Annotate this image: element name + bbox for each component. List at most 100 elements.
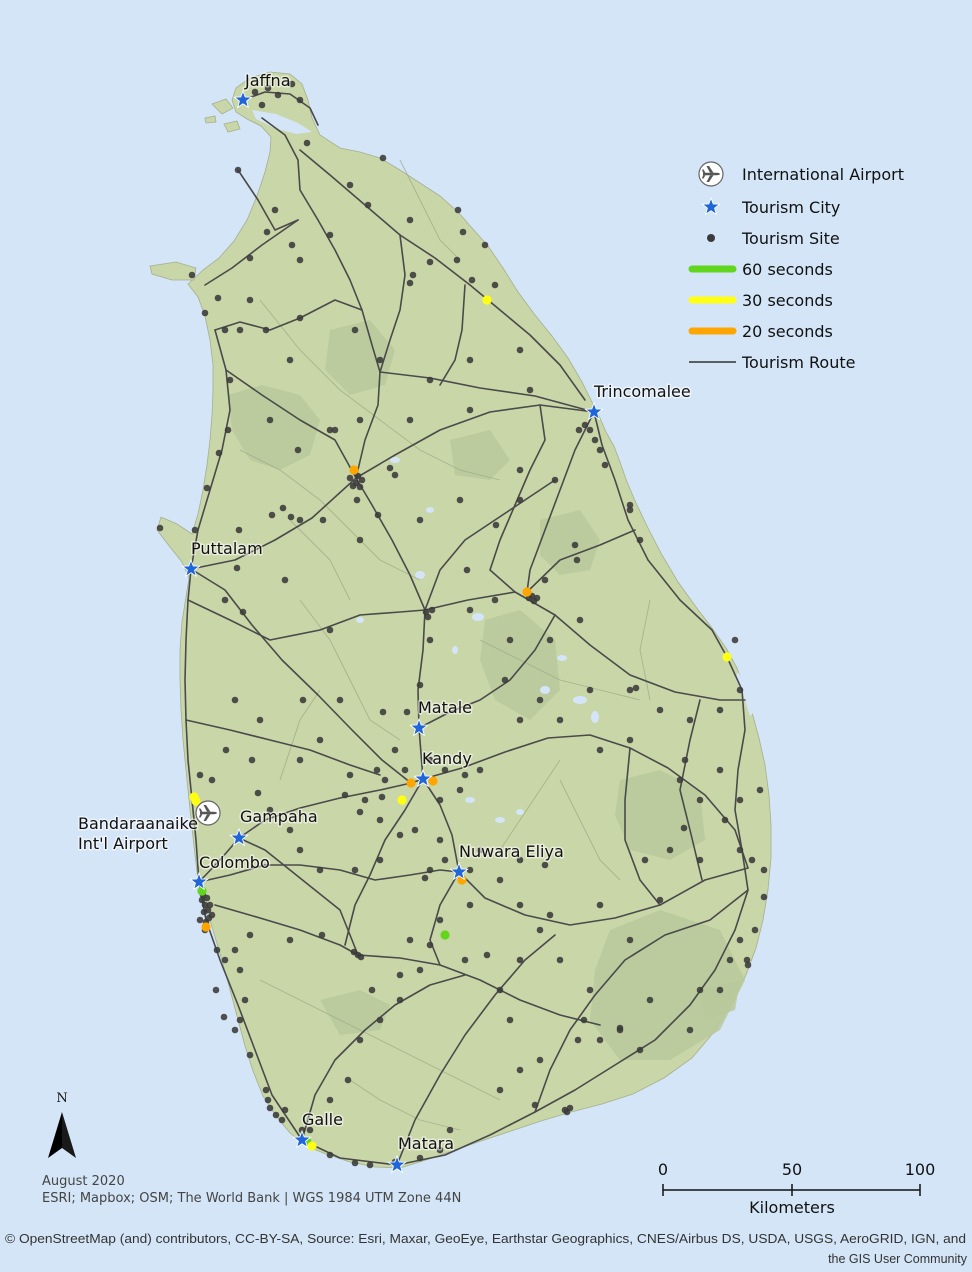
tourism-site-dot bbox=[556, 956, 564, 964]
tourism-site-dot bbox=[351, 1159, 359, 1167]
tourism-route bbox=[424, 591, 746, 701]
tourism-site-dot bbox=[356, 536, 364, 544]
tourism-site-dot bbox=[416, 516, 424, 524]
legend-item-tourism-city: Tourism City bbox=[701, 197, 840, 217]
tourism-site-dot bbox=[201, 309, 209, 317]
city-marker-gampaha: Gampaha bbox=[229, 806, 319, 846]
tourism-site-dot bbox=[341, 791, 349, 799]
tourism-site-dot bbox=[196, 916, 204, 924]
tourism-site-dot bbox=[406, 216, 414, 224]
tourism-site-dot bbox=[188, 271, 196, 279]
tourism-site-dot bbox=[686, 716, 694, 724]
city-marker-matara: Matara bbox=[387, 1133, 456, 1173]
tourism-site-dot bbox=[426, 636, 434, 644]
tourism-site-dot bbox=[203, 484, 211, 492]
tourism-site-dot bbox=[236, 966, 244, 974]
tourism-site-dot bbox=[736, 846, 744, 854]
tourism-site-dot bbox=[258, 101, 266, 109]
legend-item-international-airport: International Airport bbox=[698, 161, 904, 187]
tourism-site-dot bbox=[268, 511, 276, 519]
tourism-site-dot bbox=[721, 816, 729, 824]
tourism-site-dot bbox=[279, 504, 287, 512]
tourism-route bbox=[379, 234, 406, 373]
tourism-route bbox=[237, 169, 299, 231]
city-label-trincomalee: Trincomalee bbox=[593, 382, 691, 401]
tourism-site-dot bbox=[262, 326, 270, 334]
tourism-site-dot bbox=[406, 416, 414, 424]
tourism-site-dot bbox=[563, 1108, 571, 1116]
tourism-site-dot bbox=[336, 696, 344, 704]
tourism-route bbox=[396, 411, 749, 1166]
tourism-site-dot bbox=[726, 956, 734, 964]
site-dot-20-seconds bbox=[522, 587, 532, 597]
tourism-site-dot bbox=[646, 996, 654, 1004]
tourism-site-dot bbox=[626, 936, 634, 944]
mannar-island bbox=[149, 261, 197, 281]
tourism-site-dot bbox=[424, 613, 432, 621]
scale-tick-label: 50 bbox=[782, 1160, 802, 1179]
tourism-site-dot bbox=[491, 596, 499, 604]
reservoir bbox=[452, 646, 458, 654]
tourism-site-dot bbox=[306, 1126, 314, 1134]
tourism-site-dot bbox=[254, 789, 262, 797]
legend-label: Tourism Route bbox=[741, 353, 855, 372]
tourism-site-dot bbox=[656, 896, 664, 904]
tourism-route bbox=[301, 974, 466, 1141]
reservoir bbox=[573, 696, 587, 704]
jaffna-lagoon bbox=[252, 110, 312, 134]
tourism-site-dot bbox=[416, 1154, 424, 1162]
tourism-site-dot bbox=[246, 1051, 254, 1059]
tourism-site-dot bbox=[221, 326, 229, 334]
tourism-site-dot bbox=[575, 426, 583, 434]
tourism-site-dot bbox=[748, 856, 756, 864]
city-marker-matale: Matale bbox=[409, 697, 473, 736]
tourism-site-dot bbox=[376, 816, 384, 824]
tourism-site-dot bbox=[319, 516, 327, 524]
legend-label: 60 seconds bbox=[742, 260, 833, 279]
tourism-site-dot bbox=[526, 386, 534, 394]
tourism-site-dot bbox=[299, 696, 307, 704]
tourism-site-dot bbox=[206, 901, 214, 909]
basemap-road bbox=[479, 639, 641, 701]
legend-label: Tourism Site bbox=[741, 229, 840, 248]
legend-label: 20 seconds bbox=[742, 322, 833, 341]
tourism-site-dot bbox=[716, 706, 724, 714]
forest-area bbox=[480, 610, 560, 720]
tourism-site-dot bbox=[266, 416, 274, 424]
tourism-route bbox=[489, 404, 546, 593]
tourism-site-dot bbox=[436, 796, 444, 804]
tourism-site-dot bbox=[391, 471, 399, 479]
tourism-site-dot bbox=[212, 986, 220, 994]
legend-item-tourism-site: Tourism Site bbox=[707, 229, 840, 248]
tourism-site-dot bbox=[221, 956, 229, 964]
tourism-site-dot bbox=[373, 766, 381, 774]
tourism-route bbox=[396, 934, 556, 1166]
tourism-site-dot bbox=[214, 294, 222, 302]
forest-area bbox=[615, 770, 705, 860]
tourism-site-dot bbox=[516, 856, 524, 864]
tourism-site-dot bbox=[286, 356, 294, 364]
tourism-site-dot bbox=[586, 426, 594, 434]
basemap-road bbox=[289, 519, 351, 601]
landmass bbox=[149, 71, 772, 1169]
tourism-site-dot bbox=[364, 201, 372, 209]
tourism-site-dot bbox=[466, 606, 474, 614]
tourism-site-dot bbox=[409, 271, 417, 279]
tourism-route bbox=[204, 219, 299, 286]
tourism-site-dot bbox=[231, 946, 239, 954]
forest-area bbox=[450, 430, 510, 480]
tourism-site-dot bbox=[296, 256, 304, 264]
tourism-site-dot bbox=[696, 796, 704, 804]
tourism-site-dot bbox=[456, 786, 464, 794]
tourism-site-dot bbox=[446, 1126, 454, 1134]
city-label-matara: Matara bbox=[398, 1134, 454, 1153]
tourism-site-dot bbox=[246, 931, 254, 939]
tourism-site-dot bbox=[516, 716, 524, 724]
north-arrow-icon bbox=[48, 1112, 76, 1158]
tourism-site-dot bbox=[556, 716, 564, 724]
site-dot-30-seconds bbox=[397, 795, 407, 805]
tourism-site-dot bbox=[220, 1013, 228, 1021]
tourism-site-dot bbox=[573, 556, 581, 564]
tourism-site-dot bbox=[346, 181, 354, 189]
tourism-site-dot bbox=[379, 154, 387, 162]
